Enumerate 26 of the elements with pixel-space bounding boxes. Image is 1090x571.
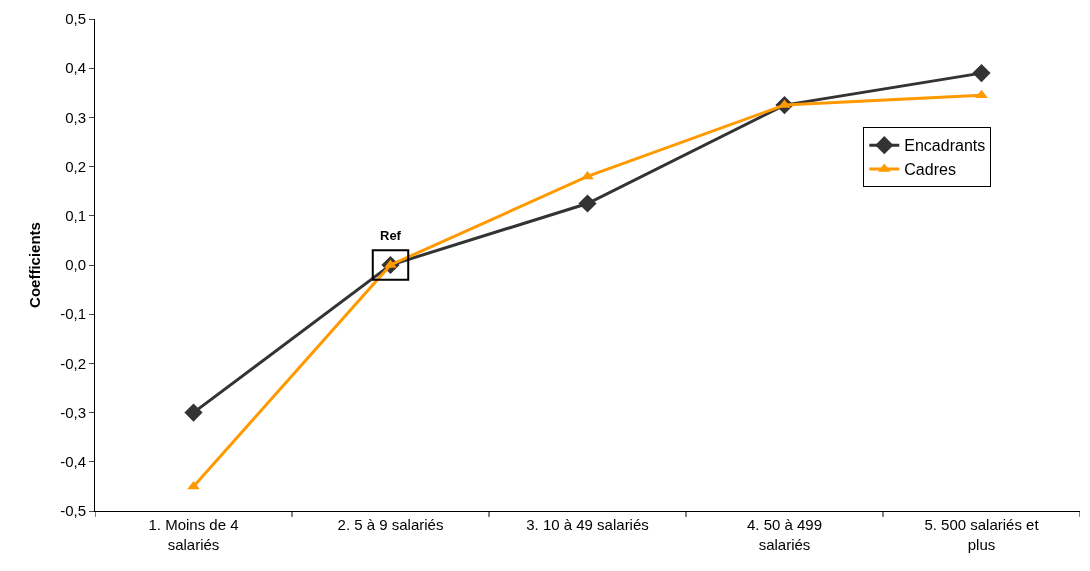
legend-label: Cadres [904, 161, 956, 179]
y-tick-label: -0,1 [60, 305, 86, 323]
point [975, 89, 988, 99]
y-axis-title: Coefficients [26, 222, 44, 308]
y-tick-label: 0,0 [65, 256, 86, 274]
point [578, 194, 597, 213]
legend-label: Encadrants [904, 137, 986, 155]
y-tick-label: -0,4 [60, 453, 86, 471]
y-tick-label: 0,1 [65, 207, 86, 225]
point [581, 170, 594, 180]
y-tick-label: -0,5 [60, 502, 86, 520]
point [187, 480, 200, 490]
x-tick-label: 2. 5 à 9 salariés [337, 516, 444, 533]
point [184, 403, 203, 422]
y-tick-label: 0,3 [65, 108, 86, 126]
point [972, 64, 991, 83]
y-tick-label: -0,2 [60, 354, 86, 372]
x-tick-label: 5. 500 salariés et plus [924, 516, 1040, 553]
y-tick-label: 0,5 [65, 10, 86, 28]
x-tick-label: 3. 10 à 49 salariés [526, 516, 649, 533]
y-tick-label: 0,2 [65, 157, 86, 175]
y-tick-label: 0,4 [65, 59, 86, 77]
x-tick-label: 1. Moins de 4 salariés [148, 516, 239, 553]
annotation: Ref [380, 228, 402, 243]
y-tick-label: -0,3 [60, 403, 86, 421]
x-tick-label: 4. 50 à 499 salariés [746, 516, 823, 553]
